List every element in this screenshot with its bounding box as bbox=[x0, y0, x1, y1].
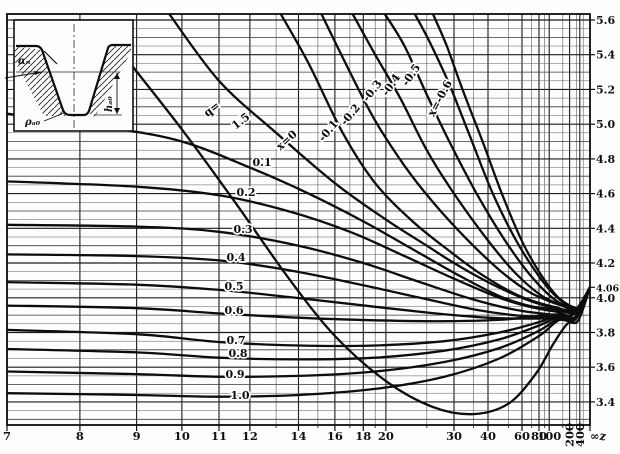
y-tick-label: 4.2 bbox=[596, 257, 615, 270]
x-tick-label: 11 bbox=[211, 429, 227, 443]
x-tick-label: 12 bbox=[242, 429, 258, 443]
curve-label: 0.8 bbox=[228, 347, 247, 360]
x-tick-label: 9 bbox=[133, 429, 141, 443]
curve-label: 0.4 bbox=[226, 251, 245, 264]
y-tick-label: 5.0 bbox=[596, 118, 615, 131]
x-tick-label: 10 bbox=[174, 429, 190, 443]
curve-label: 0.9 bbox=[225, 368, 244, 381]
curve-x0 bbox=[168, 14, 590, 315]
curve-label: -0.5 bbox=[399, 62, 423, 89]
curve-x0.8 bbox=[7, 286, 590, 361]
y-tick-label: 3.4 bbox=[596, 396, 615, 409]
alpha-arrowhead bbox=[34, 71, 42, 75]
tip-radius-label: ρₐ₀ bbox=[24, 117, 41, 128]
rho-leader-line bbox=[43, 112, 65, 122]
y-tick-label: 4.06 bbox=[596, 283, 620, 294]
curve-q1.5 bbox=[130, 63, 590, 416]
y-tick-label: 3.6 bbox=[596, 361, 615, 374]
y-tick-label: 3.8 bbox=[596, 327, 615, 340]
x-tick-label: 200 bbox=[563, 423, 577, 447]
x-tick-label: 60 bbox=[514, 429, 530, 443]
addendum-label: hₐ₀ bbox=[104, 96, 115, 112]
h-dim-arrow-bottom bbox=[114, 108, 120, 114]
curve-x0.2 bbox=[7, 180, 590, 317]
curve-x0.7 bbox=[7, 286, 590, 348]
x-tick-label: 20 bbox=[378, 429, 394, 443]
curve-label: 1.5 bbox=[229, 110, 252, 132]
curve-label: -0.4 bbox=[379, 71, 403, 98]
curve-label: 0.1 bbox=[252, 156, 271, 169]
h-dim-arrow-top bbox=[114, 73, 120, 79]
x-tick-label: 7 bbox=[3, 429, 11, 443]
curve-x1.0 bbox=[7, 286, 590, 398]
angle-reference-stroke bbox=[43, 50, 58, 65]
x-tick-label: 14 bbox=[290, 429, 306, 443]
curve-x-0.2 bbox=[320, 14, 590, 313]
curve-labels-layer: q=1.5x=00.10.20.30.40.50.60.70.80.91.0-0… bbox=[199, 60, 456, 404]
curves-layer bbox=[7, 14, 590, 416]
x-tick-label: 40 bbox=[480, 429, 496, 443]
x-tick-label: 8 bbox=[76, 429, 84, 443]
x-tick-label: 18 bbox=[355, 429, 371, 443]
x-tick-label: 400 bbox=[573, 423, 587, 447]
curve-label: 1.0 bbox=[230, 389, 249, 402]
x-tick-label: 100 bbox=[537, 429, 561, 443]
y-tick-label: 5.2 bbox=[596, 83, 615, 96]
curve-label: 0.7 bbox=[226, 334, 245, 347]
right-tooth-hatching bbox=[87, 45, 131, 117]
curve-label: 0.5 bbox=[224, 280, 243, 293]
y-tick-label: 5.6 bbox=[596, 14, 615, 27]
curve-x0.6 bbox=[7, 286, 590, 323]
curve-label: 0.3 bbox=[233, 223, 252, 236]
tooth-profile-outline bbox=[16, 43, 131, 117]
y-tick-label: 4.0 bbox=[596, 292, 615, 305]
pressure-angle-label: αₙ bbox=[18, 56, 31, 67]
x-tick-label: ∞z bbox=[590, 429, 607, 443]
curve-x0.9 bbox=[7, 286, 590, 378]
curve-label: 0.2 bbox=[236, 186, 255, 199]
curve-x0.1 bbox=[7, 112, 590, 315]
rack-profile-inset: αₙ hₐ₀ ρₐ₀ bbox=[4, 19, 134, 132]
x-tick-label: 16 bbox=[327, 429, 343, 443]
x-tick-label: 30 bbox=[446, 429, 462, 443]
y-tick-label: 4.4 bbox=[596, 222, 615, 235]
y-tick-label: 4.6 bbox=[596, 188, 615, 201]
left-tooth-hatching bbox=[15, 46, 67, 116]
x-tick-label: 80 bbox=[531, 429, 547, 443]
curve-label: 0.6 bbox=[224, 304, 243, 317]
y-tick-label: 5.4 bbox=[596, 49, 615, 62]
y-tick-label: 4.8 bbox=[596, 153, 615, 166]
